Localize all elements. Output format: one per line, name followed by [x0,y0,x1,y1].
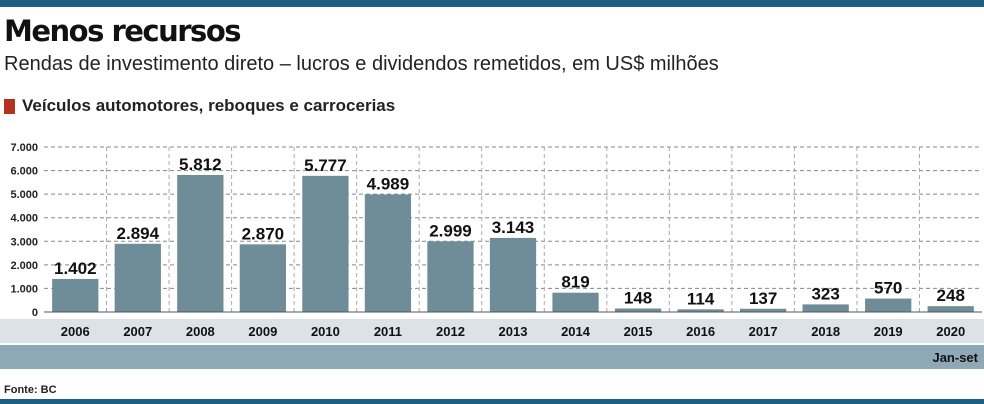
data-label-2016: 114 [687,289,715,308]
y-tick-label: 7.000 [10,142,38,154]
x-tick-label: 2006 [61,324,90,339]
legend-label: Veículos automotores, reboques e carroce… [22,96,396,115]
data-label-2019: 570 [874,279,902,298]
x-tick-label: 2010 [311,324,340,339]
x-tick-label: 2012 [436,324,465,339]
data-label-2013: 3.143 [492,218,535,237]
data-label-2006: 1.402 [54,259,97,278]
bar-2017 [739,308,787,312]
bar-2016 [677,309,724,312]
x-tick-label: 2016 [686,324,715,339]
top-rule [0,0,984,7]
legend-swatch [4,98,15,114]
data-label-2018: 323 [811,284,839,303]
x-tick-label: 2015 [624,324,653,339]
data-label-2014: 819 [561,273,589,292]
bar-2019 [865,298,912,312]
data-label-2011: 4.989 [367,174,410,193]
legend: Veículos automotores, reboques e carroce… [4,96,395,116]
x-tick-label: 2013 [499,324,528,339]
data-label-2012: 2.999 [429,221,472,240]
bar-2010 [302,175,349,312]
y-tick-label: 1.000 [10,283,38,295]
x-tick-label: 2019 [874,324,903,339]
y-tick-label: 5.000 [10,189,38,201]
y-tick-label: 4.000 [10,213,38,225]
x-tick-label: 2008 [186,324,215,339]
chart-subtitle: Rendas de investimento direto – lucros e… [4,53,719,75]
bar-chart: 0 1.000 2.000 3.000 4.000 5.000 6.000 7.000 1.40… [0,142,984,369]
data-label-2009: 2.870 [242,224,285,243]
period-note-band [0,345,984,369]
source-note: Fonte: BC [4,384,57,396]
bar-2006 [52,278,99,312]
x-tick-label: 2014 [561,324,591,339]
x-tick-label: 2020 [936,324,965,339]
x-tick-label: 2017 [749,324,778,339]
period-note: Jan-set [932,350,978,365]
data-label-2008: 5.812 [179,155,222,174]
data-label-2020: 248 [937,286,965,305]
y-tick-label: 3.000 [10,236,38,248]
y-tick-label: 2.000 [10,260,38,272]
bar-2020 [927,306,974,312]
bar-2008 [177,175,224,312]
x-tick-label: 2011 [374,324,402,339]
data-label-2017: 137 [749,289,777,308]
bar-2015 [614,308,662,312]
bar-2007 [114,243,161,312]
y-tick-label: 0 [32,307,38,319]
x-axis-band [0,319,984,343]
x-tick-label: 2018 [811,324,840,339]
x-tick-label: 2009 [248,324,277,339]
bar-2009 [239,244,287,312]
data-label-2015: 148 [624,289,652,308]
data-label-2010: 5.777 [304,156,347,175]
bar-2011 [364,194,412,312]
x-tick-label: 2007 [123,324,152,339]
bar-2012 [427,241,474,312]
bottom-rule [0,399,984,404]
chart-title: Menos recursos [4,14,242,48]
y-tick-label: 6.000 [10,166,38,178]
data-label-2007: 2.894 [117,224,160,243]
bar-2018 [802,304,849,312]
bar-2014 [552,292,599,312]
bar-2013 [489,237,537,312]
